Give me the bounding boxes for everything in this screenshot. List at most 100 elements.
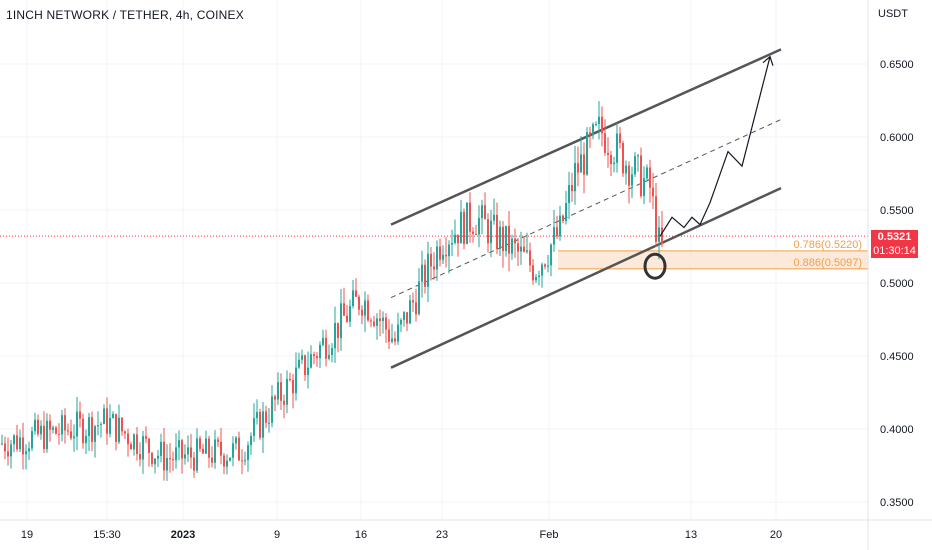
candle-body xyxy=(622,142,624,174)
candle-body xyxy=(190,447,192,458)
candle-body xyxy=(436,246,438,270)
candle-body xyxy=(16,435,18,450)
candle-body xyxy=(442,254,444,260)
candle-body xyxy=(451,242,453,245)
candle-body xyxy=(172,459,174,461)
candle-body xyxy=(43,425,45,450)
candle-body xyxy=(562,215,564,221)
candle-body xyxy=(166,458,168,471)
y-axis: 0.6500 0.6000 0.5500 0.5000 0.4500 0.4000 0.35… xyxy=(867,0,914,550)
candle-body xyxy=(313,354,315,357)
candle-body xyxy=(208,438,210,458)
y-tick-label: 0.6000 xyxy=(880,132,914,144)
candle-body xyxy=(514,238,516,244)
x-tick-label: 2023 xyxy=(171,529,195,541)
candle-body xyxy=(52,427,54,430)
y-tick-label: 0.5000 xyxy=(880,278,914,290)
x-tick-label: Feb xyxy=(540,529,559,541)
candle-body xyxy=(298,359,300,368)
candle-body xyxy=(547,265,549,267)
candle-body xyxy=(478,218,480,235)
x-tick-label: 16 xyxy=(355,529,367,541)
candle-body xyxy=(373,321,375,326)
candle-body xyxy=(553,227,555,245)
candle-body xyxy=(469,202,471,232)
candle-body xyxy=(220,441,222,456)
candle-body xyxy=(418,281,420,315)
chart-title: 1INCH NETWORK / TETHER, 4h, COINEX xyxy=(6,8,244,22)
candle-body xyxy=(511,238,513,254)
candle-body xyxy=(256,411,258,419)
candle-body xyxy=(37,419,39,435)
candle-body xyxy=(550,244,552,266)
channel-lower-line xyxy=(390,186,782,369)
candle-body xyxy=(121,417,123,432)
candle-body xyxy=(250,435,252,446)
candle-body xyxy=(427,253,429,287)
last-price-value: 0.5321 xyxy=(877,231,912,243)
candle-body xyxy=(94,426,96,442)
y-tick-label: 0.4000 xyxy=(880,424,914,436)
candle-body xyxy=(583,154,585,175)
candle-body xyxy=(157,455,159,459)
candle-body xyxy=(445,254,447,257)
candle-body xyxy=(367,300,369,321)
candle-body xyxy=(634,156,636,175)
candle-body xyxy=(565,202,567,221)
y-tick-label: 0.5500 xyxy=(880,205,914,217)
candle-body xyxy=(79,411,81,419)
candle-body xyxy=(589,132,591,136)
candle-body xyxy=(460,211,462,244)
candle-body xyxy=(532,265,534,281)
candle-body xyxy=(154,458,156,465)
candle-body xyxy=(211,457,213,463)
candle-body xyxy=(448,244,450,257)
candle-body xyxy=(649,167,651,188)
candle-body xyxy=(628,165,630,186)
candle-body xyxy=(640,155,642,197)
candle-body xyxy=(268,422,270,424)
candle-body xyxy=(199,438,201,449)
candle-body xyxy=(115,413,117,442)
candle-body xyxy=(607,152,609,155)
x-tick-label: 20 xyxy=(770,529,782,541)
candle-body xyxy=(241,460,243,462)
candle-body xyxy=(67,430,69,432)
candle-body xyxy=(382,317,384,321)
candle-body xyxy=(499,226,501,249)
candle-body xyxy=(631,174,633,186)
candle-body xyxy=(307,367,309,376)
candle-body xyxy=(424,264,426,287)
candle-body xyxy=(619,133,621,143)
candle-body xyxy=(193,457,195,471)
candle-body xyxy=(187,447,189,455)
candle-body xyxy=(613,162,615,165)
candle-body xyxy=(502,226,504,252)
candle-body xyxy=(328,354,330,359)
candle-body xyxy=(82,418,84,444)
currency-unit: USDT xyxy=(878,8,908,20)
candle-body xyxy=(61,415,63,435)
candle-body xyxy=(412,300,414,303)
candle-body xyxy=(196,438,198,471)
candle-body xyxy=(88,417,90,436)
x-axis: 19 15:30 2023 9 16 23 Feb 13 20 xyxy=(0,519,932,541)
candle-body xyxy=(391,338,393,342)
candle-body xyxy=(103,408,105,425)
candle-body xyxy=(133,434,135,450)
candle-body xyxy=(433,266,435,270)
x-tick-label: 23 xyxy=(436,529,448,541)
y-tick-label: 0.6500 xyxy=(880,59,914,71)
candle-body xyxy=(595,123,597,125)
projection-arrowhead xyxy=(762,55,774,66)
candle-body xyxy=(430,253,432,267)
candle-body xyxy=(508,225,510,254)
candle-body xyxy=(577,163,579,173)
candle-body xyxy=(127,433,129,445)
candle-body xyxy=(139,454,141,460)
candle-body xyxy=(541,264,543,276)
candle-body xyxy=(274,396,276,400)
candle-body xyxy=(106,408,108,434)
candle-body xyxy=(481,205,483,219)
